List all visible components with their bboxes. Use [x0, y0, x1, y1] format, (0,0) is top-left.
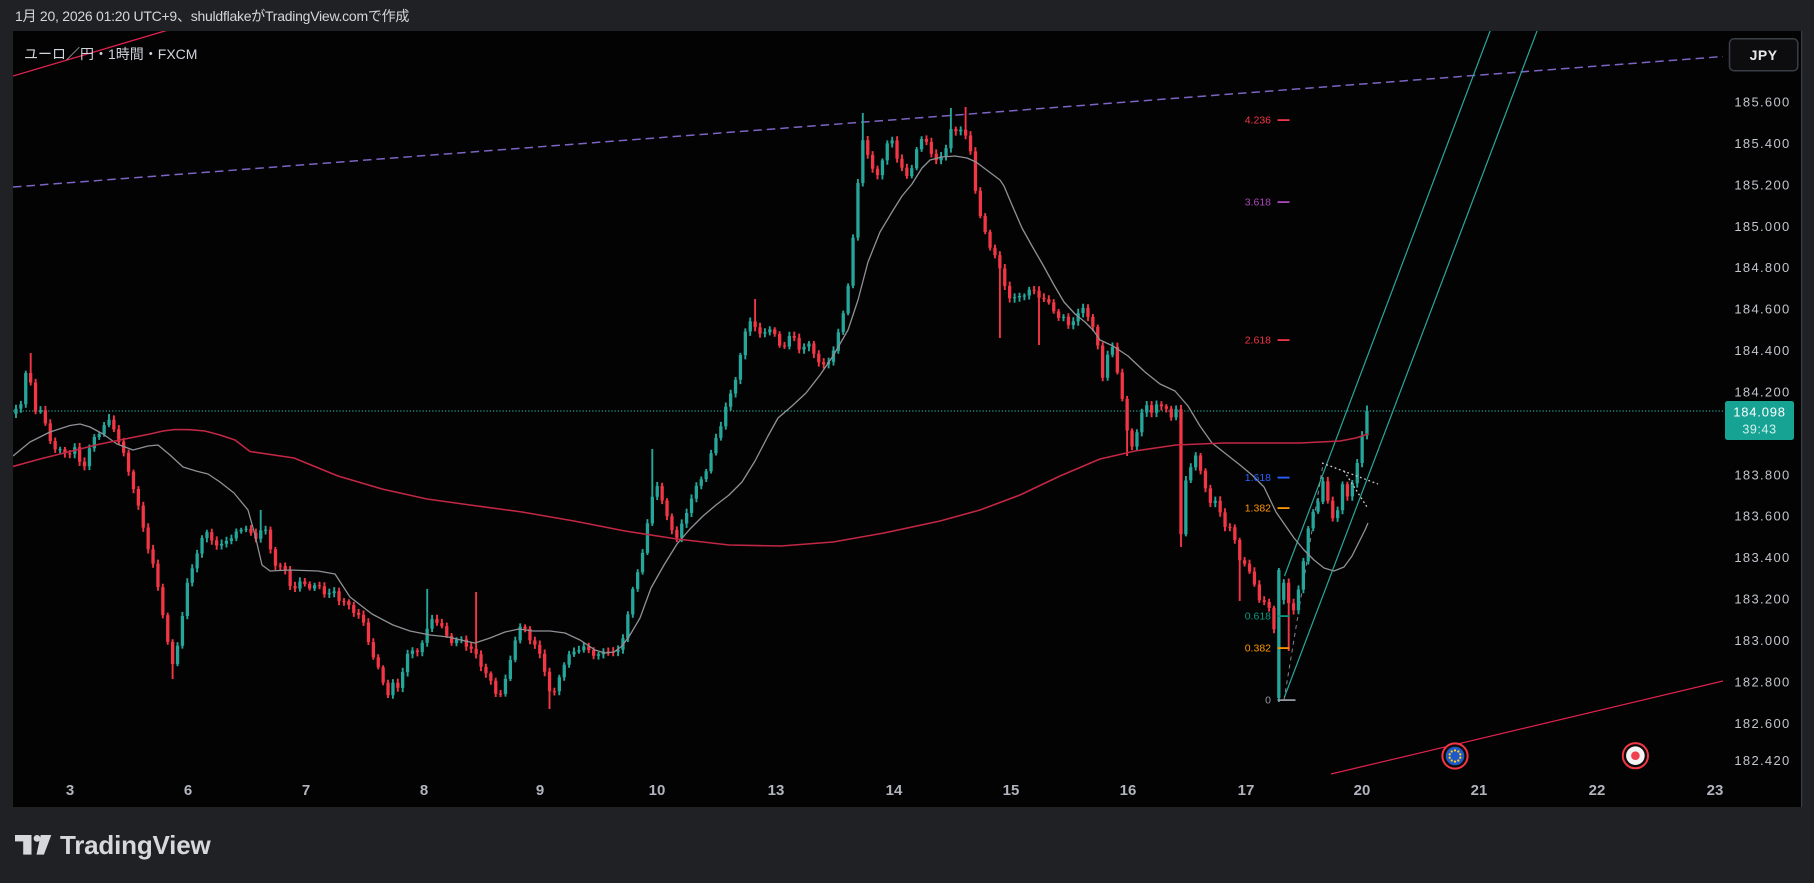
svg-text:184.800: 184.800 — [1734, 260, 1790, 275]
svg-text:185.000: 185.000 — [1734, 219, 1790, 234]
svg-text:1.618: 1.618 — [1245, 472, 1271, 484]
svg-text:182.420: 182.420 — [1734, 753, 1790, 768]
svg-text:3.618: 3.618 — [1245, 197, 1271, 209]
svg-text:ユーロ／円・1時間・FXCM: ユーロ／円・1時間・FXCM — [24, 46, 197, 62]
svg-text:1.382: 1.382 — [1245, 503, 1271, 515]
svg-text:22: 22 — [1589, 782, 1606, 799]
svg-text:0.618: 0.618 — [1245, 611, 1271, 623]
svg-text:23: 23 — [1707, 782, 1724, 799]
svg-text:8: 8 — [420, 782, 428, 799]
svg-text:4.236: 4.236 — [1245, 115, 1271, 127]
svg-text:14: 14 — [886, 782, 903, 799]
svg-text:TradingView: TradingView — [60, 830, 211, 860]
svg-text:7: 7 — [302, 782, 310, 799]
svg-text:10: 10 — [649, 782, 666, 799]
svg-text:183.000: 183.000 — [1734, 633, 1790, 648]
svg-text:182.800: 182.800 — [1734, 674, 1790, 689]
svg-text:182.600: 182.600 — [1734, 716, 1790, 731]
svg-text:185.600: 185.600 — [1734, 95, 1790, 110]
svg-text:39:43: 39:43 — [1742, 423, 1776, 437]
svg-text:6: 6 — [184, 782, 192, 799]
svg-text:3: 3 — [66, 782, 74, 799]
svg-text:185.400: 185.400 — [1734, 136, 1790, 151]
svg-text:184.600: 184.600 — [1734, 302, 1790, 317]
svg-text:185.200: 185.200 — [1734, 177, 1790, 192]
svg-text:9: 9 — [536, 782, 544, 799]
svg-text:0: 0 — [1265, 695, 1271, 707]
svg-text:JPY: JPY — [1750, 47, 1778, 63]
svg-text:15: 15 — [1003, 782, 1020, 799]
svg-text:21: 21 — [1471, 782, 1488, 799]
svg-text:1月 20, 2026 01:20 UTC+9、shuldf: 1月 20, 2026 01:20 UTC+9、shuldflakeがTradi… — [15, 8, 409, 24]
svg-text:13: 13 — [768, 782, 785, 799]
svg-text:183.400: 183.400 — [1734, 550, 1790, 565]
svg-text:17: 17 — [1238, 782, 1255, 799]
svg-text:183.800: 183.800 — [1734, 467, 1790, 482]
svg-text:184.098: 184.098 — [1733, 405, 1786, 420]
svg-text:20: 20 — [1354, 782, 1371, 799]
svg-text:184.400: 184.400 — [1734, 343, 1790, 358]
svg-text:183.600: 183.600 — [1734, 509, 1790, 524]
svg-text:184.200: 184.200 — [1734, 384, 1790, 399]
svg-text:16: 16 — [1120, 782, 1137, 799]
svg-text:183.200: 183.200 — [1734, 592, 1790, 607]
svg-text:2.618: 2.618 — [1245, 335, 1271, 347]
svg-text:0.382: 0.382 — [1245, 643, 1271, 655]
